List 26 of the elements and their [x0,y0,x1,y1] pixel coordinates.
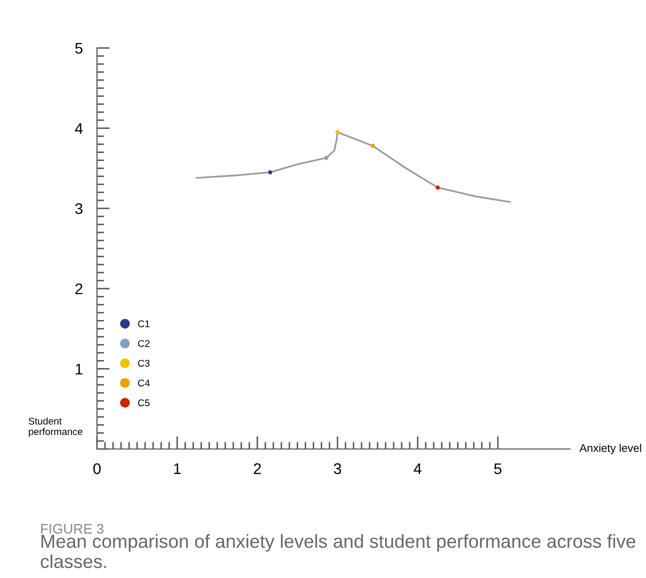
y-tick-label: 5 [75,43,82,54]
point [436,185,440,190]
x-tick-label: 5 [494,463,502,474]
legend-label: C3 [138,360,150,367]
point [268,170,272,174]
x-tick-label: 2 [254,463,261,474]
text: FIGURE 3 [41,524,104,534]
y-axis-title: Student performance [28,417,82,437]
x-axis-title: Anxiety level [579,444,642,454]
point [324,156,328,160]
x-tick-label: 3 [334,463,342,474]
legend-label: C5 [138,399,150,406]
y-tick-label: 2 [75,283,82,294]
legend-label: C4 [138,380,150,386]
legend-label: C1 [138,320,150,328]
x-tick-label: 4 [414,463,422,474]
line-series [196,131,511,203]
text: Mean comparison of anxiety levels and student performance across five classes. [40,534,636,568]
x-tick-label: 0 [93,463,101,474]
point [370,144,375,148]
point [335,130,340,134]
x-tick-label: 1 [174,463,181,474]
y-tick-label: 1 [76,364,82,374]
y-tick-label: 4 [74,123,83,134]
legend-label: C2 [138,340,150,347]
y-tick-label: 3 [75,203,82,214]
